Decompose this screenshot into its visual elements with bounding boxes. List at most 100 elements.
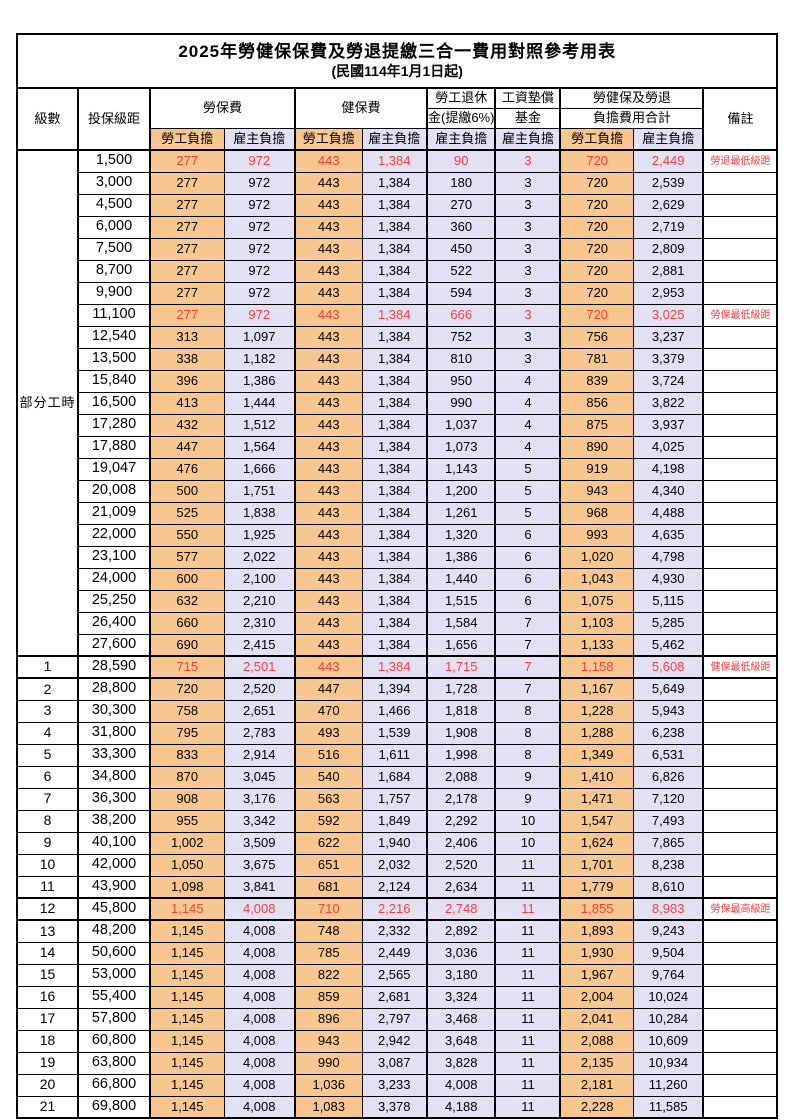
- pension-cell: 2,088: [426, 765, 497, 789]
- remark-cell: [702, 875, 778, 899]
- pension-cell: 450: [426, 237, 497, 261]
- table-row: 5 33,300 833 2,914 516 1,611 1,998 8 1,349 6,531: [16, 743, 778, 767]
- pension-cell: 3,828: [426, 1051, 497, 1075]
- labor-employee-cell: 476: [149, 457, 225, 481]
- table-row: 15 53,000 1,145 4,008 822 2,565 3,180 11 1,967 9,…: [16, 963, 778, 987]
- health-employee-cell: 443: [294, 303, 363, 327]
- health-employee-cell: 443: [294, 347, 363, 371]
- remark-cell: [702, 193, 778, 217]
- wage-fund-cell: 9: [494, 787, 562, 811]
- labor-employee-cell: 500: [149, 479, 225, 503]
- wage-fund-cell: 5: [494, 501, 562, 525]
- total-employee-cell: 720: [559, 281, 634, 305]
- pension-cell: 522: [426, 259, 497, 283]
- labor-employer-cell: 2,651: [223, 699, 296, 723]
- wage-fund-cell: 3: [494, 281, 562, 305]
- remark-cell: [702, 501, 778, 525]
- salary-cell: 66,800: [77, 1073, 151, 1097]
- remark-cell: [702, 325, 778, 349]
- salary-cell: 30,300: [77, 699, 151, 723]
- health-employer-cell: 1,384: [361, 611, 428, 635]
- labor-employee-cell: 1,002: [149, 831, 225, 855]
- total-employee-cell: 720: [559, 171, 634, 195]
- labor-employer-cell: 4,008: [223, 1007, 296, 1031]
- health-employer-cell: 2,942: [361, 1029, 428, 1053]
- wage-fund-cell: 3: [494, 325, 562, 349]
- total-employer-cell: 4,798: [632, 545, 705, 569]
- total-employer-cell: 6,531: [632, 743, 705, 767]
- level-cell: 2: [16, 677, 79, 701]
- health-employer-cell: 1,384: [361, 369, 428, 393]
- health-employee-cell: 896: [294, 1007, 363, 1031]
- pension-cell: 1,908: [426, 721, 497, 745]
- table-row: 8,700 277 972 443 1,384 522 3 720 2,881: [17, 259, 778, 283]
- remark-cell: [702, 787, 778, 811]
- salary-cell: 8,700: [77, 259, 151, 283]
- total-employer-cell: 10,609: [632, 1029, 705, 1053]
- header-health-employer: 雇主負擔: [361, 128, 428, 151]
- total-employer-cell: 2,629: [632, 193, 705, 217]
- health-employee-cell: 748: [294, 919, 363, 943]
- labor-employee-cell: 632: [149, 589, 225, 613]
- salary-cell: 63,800: [77, 1051, 151, 1075]
- total-employee-cell: 720: [559, 149, 634, 173]
- total-employee-cell: 856: [559, 391, 634, 415]
- table-row: 13 48,200 1,145 4,008 748 2,332 2,892 11 1,893 9,…: [16, 919, 778, 943]
- health-employee-cell: 1,083: [294, 1095, 363, 1119]
- table-row: 21,009 525 1,838 443 1,384 1,261 5 968 4,488: [17, 501, 778, 525]
- total-employee-cell: 1,103: [559, 611, 634, 635]
- health-employee-cell: 443: [294, 655, 363, 679]
- labor-employee-cell: 277: [149, 303, 225, 327]
- header-labor-employee: 勞工負擔: [149, 128, 225, 151]
- wage-fund-cell: 7: [494, 677, 562, 701]
- wage-fund-cell: 11: [494, 875, 562, 899]
- labor-employer-cell: 3,675: [223, 853, 296, 877]
- total-employee-cell: 2,181: [559, 1073, 634, 1097]
- table-row: 4 31,800 795 2,783 493 1,539 1,908 8 1,288 6,238: [16, 721, 778, 745]
- health-employer-cell: 3,378: [361, 1095, 428, 1119]
- remark-cell: [702, 941, 778, 965]
- premium-table: 2025年勞健保保費及勞退提繳三合一費用對照參考用表 (民國114年1月1日起)…: [16, 33, 779, 1119]
- total-employee-cell: 720: [559, 237, 634, 261]
- health-employer-cell: 2,681: [361, 985, 428, 1009]
- labor-employer-cell: 2,783: [223, 721, 296, 745]
- labor-employee-cell: 338: [149, 347, 225, 371]
- table-row: 17,280 432 1,512 443 1,384 1,037 4 875 3,937: [17, 413, 778, 437]
- salary-cell: 6,000: [77, 215, 151, 239]
- pension-cell: 3,648: [426, 1029, 497, 1053]
- wage-fund-cell: 7: [494, 633, 562, 657]
- table-body: 部分工時 1,500 277 972 443 1,384 90 3 720 2,449 勞退最低級距…: [16, 149, 778, 1119]
- total-employee-cell: 1,288: [559, 721, 634, 745]
- total-employee-cell: 1,043: [559, 567, 634, 591]
- level-cell: 6: [16, 765, 79, 789]
- pension-cell: 3,180: [426, 963, 497, 987]
- total-employer-cell: 4,635: [632, 523, 705, 547]
- total-employer-cell: 8,238: [632, 853, 705, 877]
- table-row: 12 45,800 1,145 4,008 710 2,216 2,748 11 1,855 8,…: [16, 897, 778, 921]
- total-employee-cell: 968: [559, 501, 634, 525]
- total-employee-cell: 1,133: [559, 633, 634, 657]
- total-employer-cell: 4,488: [632, 501, 705, 525]
- total-employee-cell: 2,041: [559, 1007, 634, 1031]
- table-row: 16,500 413 1,444 443 1,384 990 4 856 3,822: [17, 391, 778, 415]
- header-wage-fund-line1: 工資墊償: [494, 87, 562, 109]
- total-employee-cell: 1,855: [559, 897, 634, 921]
- salary-cell: 34,800: [77, 765, 151, 789]
- labor-employee-cell: 690: [149, 633, 225, 657]
- pension-cell: 1,656: [426, 633, 497, 657]
- wage-fund-cell: 7: [494, 611, 562, 635]
- wage-fund-cell: 4: [494, 413, 562, 437]
- total-employer-cell: 3,822: [632, 391, 705, 415]
- labor-employer-cell: 2,100: [223, 567, 296, 591]
- labor-employer-cell: 4,008: [223, 919, 296, 943]
- level-cell: 3: [16, 699, 79, 723]
- salary-cell: 27,600: [77, 633, 151, 657]
- salary-cell: 28,590: [77, 655, 151, 679]
- labor-employee-cell: 1,145: [149, 919, 225, 943]
- health-employee-cell: 943: [294, 1029, 363, 1053]
- total-employee-cell: 890: [559, 435, 634, 459]
- pension-cell: 1,715: [426, 655, 497, 679]
- wage-fund-cell: 11: [494, 897, 562, 921]
- total-employer-cell: 6,826: [632, 765, 705, 789]
- total-employee-cell: 1,349: [559, 743, 634, 767]
